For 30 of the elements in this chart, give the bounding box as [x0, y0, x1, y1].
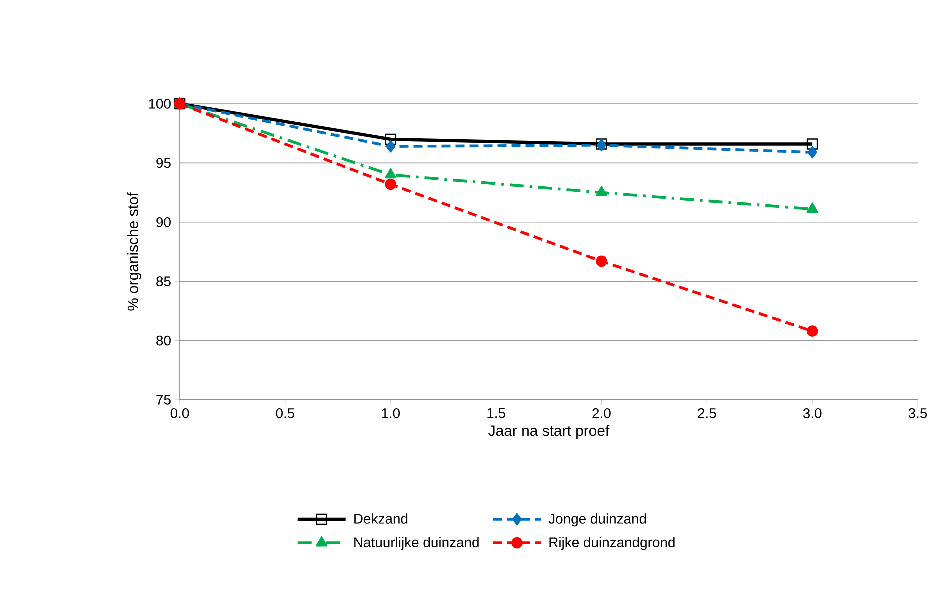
- x-tick-label: 3.5: [908, 408, 928, 418]
- x-axis-title: Jaar na start proef: [488, 425, 610, 440]
- y-axis-title: % organische stof: [127, 192, 142, 311]
- y-tick-label: 90: [156, 217, 171, 228]
- legend-label: Dekzand: [354, 514, 408, 524]
- x-tick-label: 1.5: [488, 408, 506, 418]
- point: [806, 326, 818, 337]
- x-tick-label: 2.0: [592, 408, 611, 418]
- point: [385, 178, 397, 190]
- x-tick-label: 2.5: [698, 408, 716, 418]
- legend-label: Natuurlijke duinzand: [354, 537, 479, 550]
- point: [596, 256, 608, 268]
- point: [808, 146, 818, 159]
- y-tick-label: 85: [156, 276, 171, 287]
- x-tick-label: 1.0: [382, 408, 400, 418]
- x-tick-label: 3.0: [803, 408, 822, 418]
- x-tick-label: 0.5: [276, 408, 295, 418]
- point: [385, 134, 397, 146]
- point: [386, 140, 396, 153]
- y-tick-label: 80: [156, 336, 171, 346]
- x-tick-label: 0.0: [170, 408, 190, 418]
- point: [806, 138, 818, 150]
- legend-label: Rijke duinzandgrond: [550, 537, 675, 550]
- point: [596, 186, 608, 196]
- y-tick-label: 95: [156, 158, 171, 168]
- y-tick-label: 75: [156, 395, 171, 405]
- point: [806, 202, 818, 214]
- point: [385, 168, 397, 179]
- legend-label: Jonge duinzand: [548, 514, 646, 527]
- y-tick-label: 100: [149, 99, 171, 109]
